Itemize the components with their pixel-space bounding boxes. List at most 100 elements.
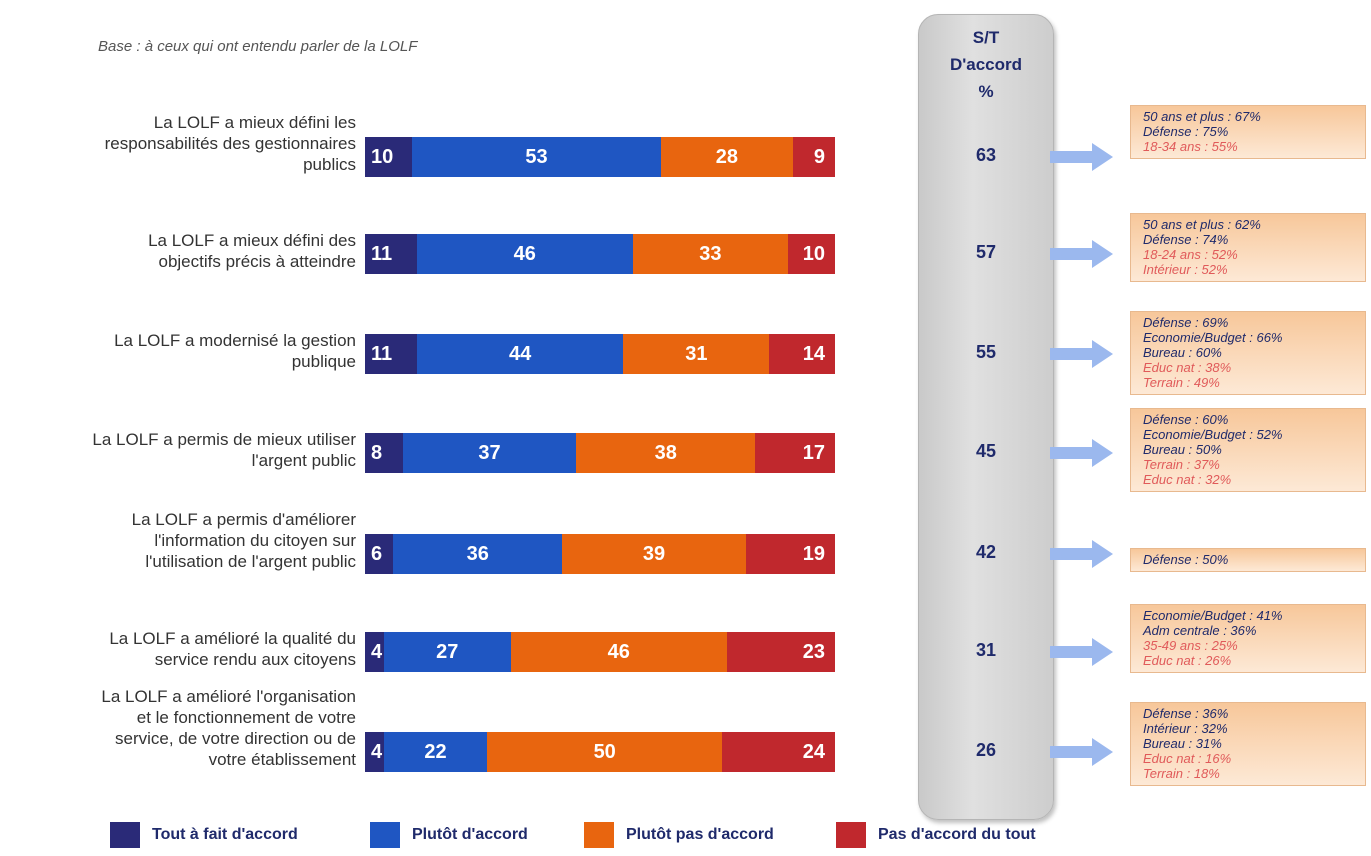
row-label-line: La LOLF a permis d'améliorer bbox=[131, 510, 356, 529]
bar-segment: 8 bbox=[365, 433, 403, 473]
segment-detail-line: 35-49 ans : 25% bbox=[1143, 638, 1238, 653]
segment-detail-line: Intérieur : 52% bbox=[1143, 262, 1228, 277]
bar-segment: 46 bbox=[416, 234, 633, 274]
bar-value-label: 10 bbox=[802, 242, 825, 265]
row-label-line: service rendu aux citoyens bbox=[154, 650, 356, 669]
segment-detail-box: Défense : 36% Intérieur : 32% Bureau : 31%… bbox=[1130, 702, 1366, 786]
bar-segment: 46 bbox=[510, 632, 727, 672]
bar-segment: 24 bbox=[722, 732, 835, 772]
segment-detail-line: Bureau : 50% bbox=[1143, 442, 1222, 457]
segment-detail-box: Economie/Budget : 41% Adm centrale : 36% 3… bbox=[1130, 604, 1366, 673]
bar-value-label: 6 bbox=[371, 542, 383, 565]
row-label-line: La LOLF a permis de mieux utiliser bbox=[92, 430, 356, 449]
segment-detail-line: Défense : 50% bbox=[1143, 552, 1229, 567]
bar-value-label: 8 bbox=[371, 441, 383, 464]
bar-value-label: 33 bbox=[699, 242, 722, 265]
segment-detail-line: Economie/Budget : 66% bbox=[1143, 330, 1283, 345]
bar-value-label: 46 bbox=[513, 242, 536, 265]
stacked-bar: 10 53 28 9 bbox=[365, 137, 835, 177]
totals-column-header: S/T D'accord % bbox=[918, 24, 1054, 105]
legend-label: Plutôt pas d'accord bbox=[626, 826, 774, 843]
total-agree-value: 42 bbox=[975, 542, 997, 562]
bar-segment: 11 bbox=[365, 234, 417, 274]
row-label: La LOLF a amélioré l'organisation et le f… bbox=[0, 686, 356, 770]
legend-item: Plutôt d'accord bbox=[370, 822, 528, 848]
arrow-right-icon bbox=[1050, 240, 1113, 268]
segment-detail-line: Défense : 60% bbox=[1143, 412, 1229, 427]
segment-detail-box: 50 ans et plus : 67% Défense : 75% 18-34 a… bbox=[1130, 105, 1366, 159]
row-label-line: et le fonctionnement de votre bbox=[136, 708, 356, 727]
legend-label: Tout à fait d'accord bbox=[152, 826, 298, 843]
bar-value-label: 39 bbox=[642, 542, 666, 565]
bar-value-label: 36 bbox=[466, 542, 489, 565]
total-agree-value: 26 bbox=[975, 740, 997, 760]
segment-detail-line: Adm centrale : 36% bbox=[1143, 623, 1257, 638]
total-agree-value: 31 bbox=[975, 640, 997, 660]
bar-segment: 50 bbox=[487, 732, 723, 772]
bar-value-label: 24 bbox=[802, 740, 825, 763]
bar-segment: 4 bbox=[365, 632, 384, 672]
segment-detail-line: Educ nat : 16% bbox=[1143, 751, 1232, 766]
bar-value-label: 46 bbox=[607, 640, 630, 663]
row-label-line: l'utilisation de l'argent public bbox=[145, 552, 356, 571]
bar-value-label: 17 bbox=[802, 441, 825, 464]
bar-value-label: 9 bbox=[813, 145, 825, 168]
row-label: La LOLF a mieux défini les responsabilité… bbox=[0, 112, 356, 175]
bar-segment: 11 bbox=[365, 334, 417, 374]
segment-detail-line: Défense : 36% bbox=[1143, 706, 1229, 721]
bar-value-label: 11 bbox=[371, 242, 393, 265]
bar-segment: 38 bbox=[576, 433, 756, 473]
segment-detail-line: Défense : 69% bbox=[1143, 315, 1229, 330]
row-label-line: publics bbox=[303, 155, 356, 174]
bar-value-label: 44 bbox=[508, 342, 532, 365]
row-label-line: La LOLF a amélioré l'organisation bbox=[101, 687, 356, 706]
legend-label: Plutôt d'accord bbox=[412, 826, 528, 843]
arrow-right-icon bbox=[1050, 143, 1113, 171]
bar-value-label: 22 bbox=[424, 740, 447, 763]
segment-detail-line: 18-24 ans : 52% bbox=[1143, 247, 1238, 262]
bar-segment: 33 bbox=[632, 234, 788, 274]
legend-swatch bbox=[584, 822, 614, 848]
legend-label: Pas d'accord du tout bbox=[878, 826, 1036, 843]
segment-detail-box: Défense : 69% Economie/Budget : 66% Bureau… bbox=[1130, 311, 1366, 395]
bar-segment: 37 bbox=[402, 433, 577, 473]
segment-detail-line: 18-34 ans : 55% bbox=[1143, 139, 1238, 154]
segment-detail-line: Défense : 75% bbox=[1143, 124, 1229, 139]
row-label-line: La LOLF a mieux défini des bbox=[148, 231, 356, 250]
arrow-right-icon bbox=[1050, 439, 1113, 467]
bar-value-label: 28 bbox=[715, 145, 739, 168]
segment-detail-line: Educ nat : 26% bbox=[1143, 653, 1232, 668]
row-label: La LOLF a permis de mieux utiliser l'arge… bbox=[0, 429, 356, 471]
legend-item: Plutôt pas d'accord bbox=[584, 822, 774, 848]
bar-value-label: 27 bbox=[436, 640, 459, 663]
arrow-right-icon bbox=[1050, 340, 1113, 368]
bar-value-label: 10 bbox=[371, 145, 394, 168]
bar-value-label: 31 bbox=[685, 342, 708, 365]
segment-detail-line: Educ nat : 38% bbox=[1143, 360, 1232, 375]
legend-swatch bbox=[836, 822, 866, 848]
segment-detail-line: Economie/Budget : 41% bbox=[1143, 608, 1283, 623]
segment-detail-line: Economie/Budget : 52% bbox=[1143, 427, 1283, 442]
segment-detail-line: 50 ans et plus : 67% bbox=[1143, 109, 1261, 124]
bar-segment: 27 bbox=[383, 632, 511, 672]
bar-value-label: 4 bbox=[371, 740, 383, 763]
totals-header-line-2: D'accord bbox=[949, 55, 1023, 74]
segment-detail-line: Défense : 74% bbox=[1143, 232, 1229, 247]
bar-value-label: 4 bbox=[371, 640, 383, 663]
bar-segment: 22 bbox=[383, 732, 488, 772]
bar-segment: 44 bbox=[416, 334, 624, 374]
bar-value-label: 50 bbox=[593, 740, 616, 763]
row-label: La LOLF a modernisé la gestion publique bbox=[0, 330, 356, 372]
stacked-bar: 4 27 46 23 bbox=[365, 632, 835, 672]
segment-detail-box: Défense : 50% bbox=[1130, 548, 1366, 572]
row-label-line: objectifs précis à atteindre bbox=[158, 252, 357, 271]
bar-segment: 6 bbox=[365, 534, 394, 574]
bar-segment: 31 bbox=[623, 334, 770, 374]
row-label: La LOLF a permis d'améliorer l'informatio… bbox=[0, 509, 356, 572]
bar-segment: 9 bbox=[792, 137, 835, 177]
row-label-line: publique bbox=[291, 352, 356, 371]
bar-value-label: 37 bbox=[478, 441, 501, 464]
bar-value-label: 53 bbox=[525, 145, 548, 168]
row-label-line: l'argent public bbox=[251, 451, 356, 470]
stacked-bar: 11 44 31 14 bbox=[365, 334, 835, 374]
